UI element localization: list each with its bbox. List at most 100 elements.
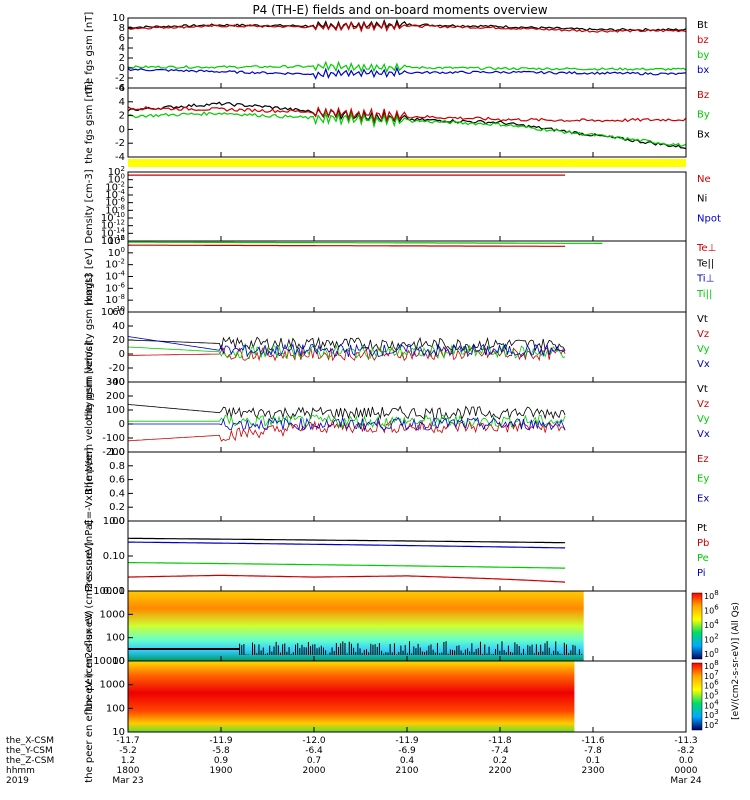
ylabel: magt3 [eV]	[84, 248, 95, 305]
ylabel: the peir en eflux eV (cm2-s-sr-eV)	[84, 541, 95, 710]
ytick-label: -4	[115, 83, 125, 94]
ytick-label: 100	[106, 633, 125, 644]
ytick-label: -2	[115, 73, 125, 84]
ytick-label: -2	[115, 138, 125, 149]
panel-frame	[127, 87, 687, 158]
ytick-label: 0.8	[109, 461, 125, 472]
ytick-label: 1000	[100, 680, 125, 691]
legend-Ex: Ex	[697, 493, 709, 504]
footer-row-label: the_Y-CSM	[6, 746, 53, 756]
ytick-label: 0.4	[109, 488, 125, 499]
ytick-label: 0.10	[103, 551, 125, 562]
colorbar-fill	[691, 662, 703, 731]
series-Vt	[127, 404, 566, 420]
colorbar-label: [eV/(cm2-s-sr-eV)] (All Qs)	[731, 602, 741, 720]
ylabel: the peem velocity gsm [km/s]	[84, 342, 95, 492]
footer-value: -8.2	[677, 746, 695, 756]
legend-Te||: Te||	[696, 258, 714, 269]
ytick-label: 10	[112, 656, 125, 667]
ytick-label: 10	[112, 727, 125, 738]
footer-value: 2100	[396, 766, 419, 776]
ytick-label: 10000	[93, 656, 125, 667]
ytick-label: 0	[119, 124, 125, 135]
series-Pt	[128, 537, 566, 544]
footer-value: -7.8	[584, 746, 602, 756]
footer-row-label: 2019	[6, 776, 29, 786]
footer-value: 0.9	[214, 756, 229, 766]
footer-value: -5.8	[212, 746, 230, 756]
ytick-label: 0.2	[109, 502, 125, 513]
panel-peem_velocity: 300 200 100 0 -100 -200 the peem velocity gsm …	[84, 342, 710, 492]
panel-frame	[127, 520, 687, 592]
legend-Vy: Vy	[697, 344, 710, 355]
ylabel: the fgs gsm [nT]	[84, 81, 95, 164]
legend-Vx: Vx	[697, 359, 710, 370]
ytick-label: -100	[102, 433, 125, 444]
legend-Bt: Bt	[697, 20, 708, 31]
panel-efield: 1.0 0.8 0.6 0.4 0.2 0.0 E=-VxB [mV/m] Ez Ey Ex	[84, 447, 709, 527]
footer-value: 2300	[582, 766, 605, 776]
series-bx	[127, 66, 687, 80]
legend-bx: bx	[697, 65, 709, 76]
series-Pe	[127, 561, 566, 569]
footer-value: 0000	[675, 766, 698, 776]
ytick-label: 200	[106, 391, 125, 402]
series-Bz	[127, 106, 687, 124]
legend-Ti⊥: Ti⊥	[696, 274, 714, 285]
footer-value: 2200	[489, 766, 512, 776]
ytick-label: 0	[119, 419, 125, 430]
ytick-label: 40	[112, 321, 125, 332]
panel-pressure: 1.00 0.10 0.01 Pressure [nPa] Pt Pb Pe Pi	[84, 516, 709, 597]
legend-Pe: Pe	[697, 553, 709, 564]
legend-Npot: Npot	[697, 213, 721, 224]
ytick-label: 8	[119, 23, 125, 34]
ylabel: Density [cm-3]	[84, 169, 95, 243]
footer-value: -11.9	[209, 736, 233, 746]
spectrogram-fill	[128, 661, 575, 732]
series-Vt	[127, 336, 566, 352]
legend-Vt: Vt	[697, 384, 708, 395]
ytick-label: 20	[112, 335, 125, 346]
footer-value: -11.3	[674, 736, 697, 746]
colorbar-tick: 100	[704, 647, 719, 659]
legend-Ti||: Ti||	[696, 289, 712, 300]
footer-row-label: hhmm	[6, 766, 35, 776]
series-Ti	[128, 241, 603, 244]
panel-frame	[127, 311, 687, 383]
panel-peir_en_eflux: 10000 1000 100 10 the peir en eflux eV (cm2-…	[84, 541, 687, 711]
legend-Bz: Bz	[697, 90, 709, 101]
status-bar	[128, 159, 686, 167]
ytick-label: 1000	[100, 609, 125, 620]
footer-value: -7.4	[491, 746, 509, 756]
legend-by: by	[697, 50, 709, 61]
ytick-label: 0	[119, 63, 125, 74]
footer-date: Mar 24	[670, 776, 702, 786]
footer-value: 1900	[210, 766, 233, 776]
footer-value: 0.2	[493, 756, 507, 766]
legend-Vx: Vx	[697, 429, 710, 440]
ytick-label: 0.6	[109, 475, 125, 486]
series-Pb	[127, 574, 566, 583]
ytick-label: 300	[106, 377, 125, 388]
footer-value: 1800	[117, 766, 140, 776]
legend-bz: bz	[697, 35, 709, 46]
ytick-label: 100	[106, 703, 125, 714]
series-Pi	[128, 541, 566, 549]
legend-Ey: Ey	[697, 474, 709, 485]
ytick-label: -4	[115, 152, 125, 163]
legend-Ez: Ez	[697, 454, 709, 465]
panel-frame	[127, 451, 687, 522]
ytick-label: -200	[102, 447, 125, 458]
footer-value: 0.4	[400, 756, 415, 766]
ytick-label: 100	[106, 405, 125, 416]
ytick-label: 0.01	[103, 586, 125, 597]
ylabel: the peer en eflux eV (cm2-s-sr-eV)	[84, 610, 95, 782]
footer-value: -11.9	[395, 736, 419, 746]
footer-value: 0.7	[307, 756, 321, 766]
legend-Vz: Vz	[697, 399, 709, 410]
ylabel: Pressure [nPa]	[84, 520, 95, 592]
panel-fgs_gsm_dsl: 6 4 2 0 -2 -4 the fgs gsm [nT] Bz By Bx	[84, 81, 710, 164]
